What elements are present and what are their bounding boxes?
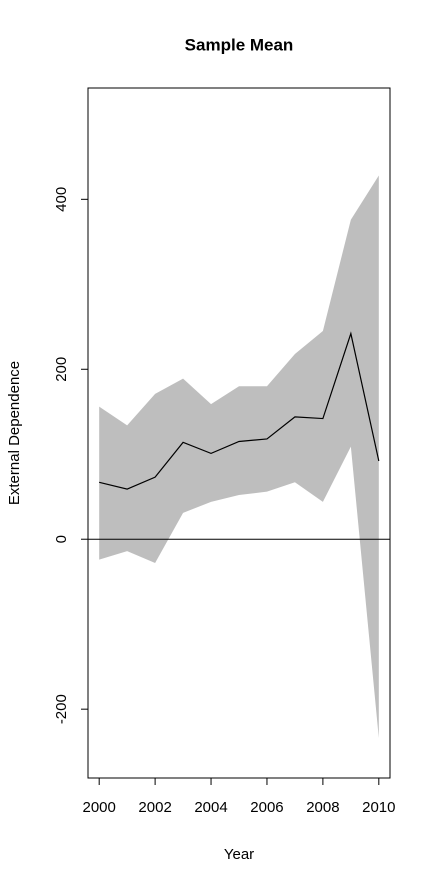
x-tick-label: 2002 bbox=[138, 799, 171, 816]
confidence-band bbox=[99, 175, 379, 739]
y-tick-label: 400 bbox=[53, 187, 70, 212]
mean-line bbox=[99, 331, 380, 490]
y-tick-label: -200 bbox=[53, 694, 70, 724]
x-axis-label: Year bbox=[224, 846, 254, 863]
y-tick-label: 0 bbox=[53, 535, 70, 543]
x-tick-label: 2004 bbox=[194, 799, 227, 816]
x-tick-label: 2010 bbox=[362, 799, 395, 816]
chart-title: Sample Mean bbox=[185, 35, 294, 54]
x-tick-label: 2008 bbox=[306, 799, 339, 816]
x-tick-label: 2006 bbox=[250, 799, 283, 816]
x-tick-label: 2000 bbox=[82, 799, 115, 816]
y-axis-label: External Dependence bbox=[6, 361, 23, 505]
y-tick-label: 200 bbox=[53, 357, 70, 382]
